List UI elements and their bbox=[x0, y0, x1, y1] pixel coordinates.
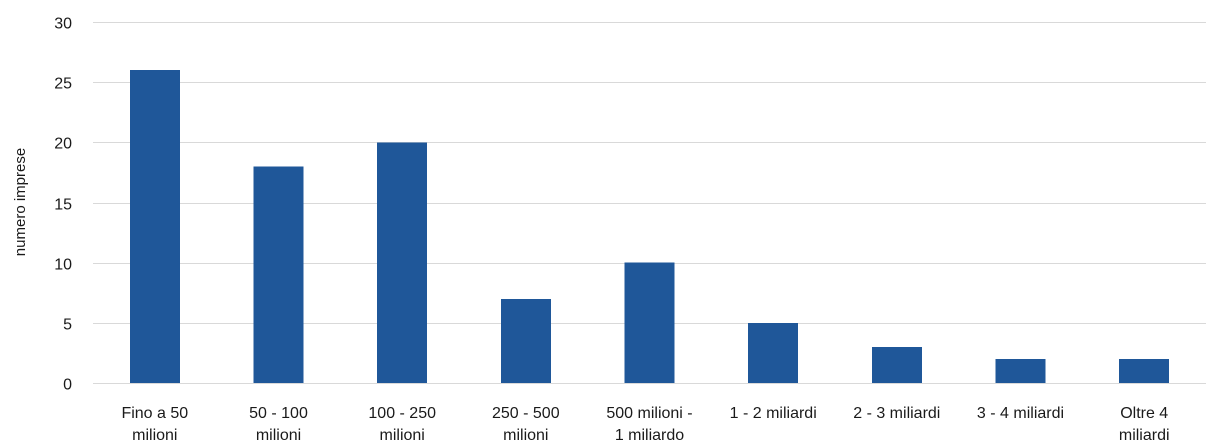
y-tick-label: 20 bbox=[54, 136, 72, 153]
x-tick-label-line: 500 milioni - bbox=[606, 405, 692, 422]
bar bbox=[129, 70, 180, 383]
x-tick-label: 500 milioni - 1 miliardo bbox=[606, 405, 692, 444]
bar bbox=[377, 142, 428, 383]
x-tick-label: 250 - 500 milioni bbox=[492, 405, 560, 444]
x-tick-label: Fino a 50 milioni bbox=[121, 405, 188, 444]
x-tick-label: 1 - 2 miliardi bbox=[730, 405, 817, 422]
x-tick-label: 50 - 100 milioni bbox=[249, 405, 308, 444]
x-tick-label-line: 50 - 100 bbox=[249, 405, 308, 422]
y-axis-ticks: 0 5 10 15 20 25 30 bbox=[54, 16, 72, 394]
x-tick-label-line: miliardi bbox=[1119, 427, 1170, 444]
x-tick-label: 100 - 250 milioni bbox=[368, 405, 436, 444]
x-tick-label-line: milioni bbox=[256, 427, 301, 444]
y-tick-label: 30 bbox=[54, 16, 72, 33]
y-tick-label: 0 bbox=[63, 377, 72, 394]
y-tick-label: 5 bbox=[63, 317, 72, 334]
bar bbox=[871, 346, 922, 383]
y-tick-label: 25 bbox=[54, 76, 72, 93]
bar bbox=[995, 358, 1046, 383]
x-tick-label-line: 1 miliardo bbox=[615, 427, 684, 444]
x-tick-label-line: milioni bbox=[132, 427, 177, 444]
x-tick-label-line: 2 - 3 miliardi bbox=[853, 405, 940, 422]
y-axis-title: numero imprese bbox=[12, 148, 29, 256]
bar bbox=[748, 322, 799, 383]
x-tick-label-line: 100 - 250 bbox=[368, 405, 436, 422]
y-tick-label: 10 bbox=[54, 257, 72, 274]
x-tick-label-line: milioni bbox=[503, 427, 548, 444]
x-tick-label-line: Oltre 4 bbox=[1120, 405, 1168, 422]
x-tick-label-line: 1 - 2 miliardi bbox=[730, 405, 817, 422]
x-tick-label: 2 - 3 miliardi bbox=[853, 405, 940, 422]
x-tick-label-line: 250 - 500 bbox=[492, 405, 560, 422]
bars bbox=[129, 70, 1170, 383]
bar bbox=[1119, 358, 1170, 383]
bar bbox=[253, 166, 304, 383]
bar bbox=[624, 262, 675, 383]
y-tick-label: 15 bbox=[54, 197, 72, 214]
x-tick-label-line: milioni bbox=[380, 427, 425, 444]
x-tick-label-line: 3 - 4 miliardi bbox=[977, 405, 1064, 422]
x-tick-label: Oltre 4 miliardi bbox=[1119, 405, 1170, 444]
bar bbox=[500, 298, 551, 383]
x-tick-label: 3 - 4 miliardi bbox=[977, 405, 1064, 422]
x-tick-label-line: Fino a 50 bbox=[121, 405, 188, 422]
